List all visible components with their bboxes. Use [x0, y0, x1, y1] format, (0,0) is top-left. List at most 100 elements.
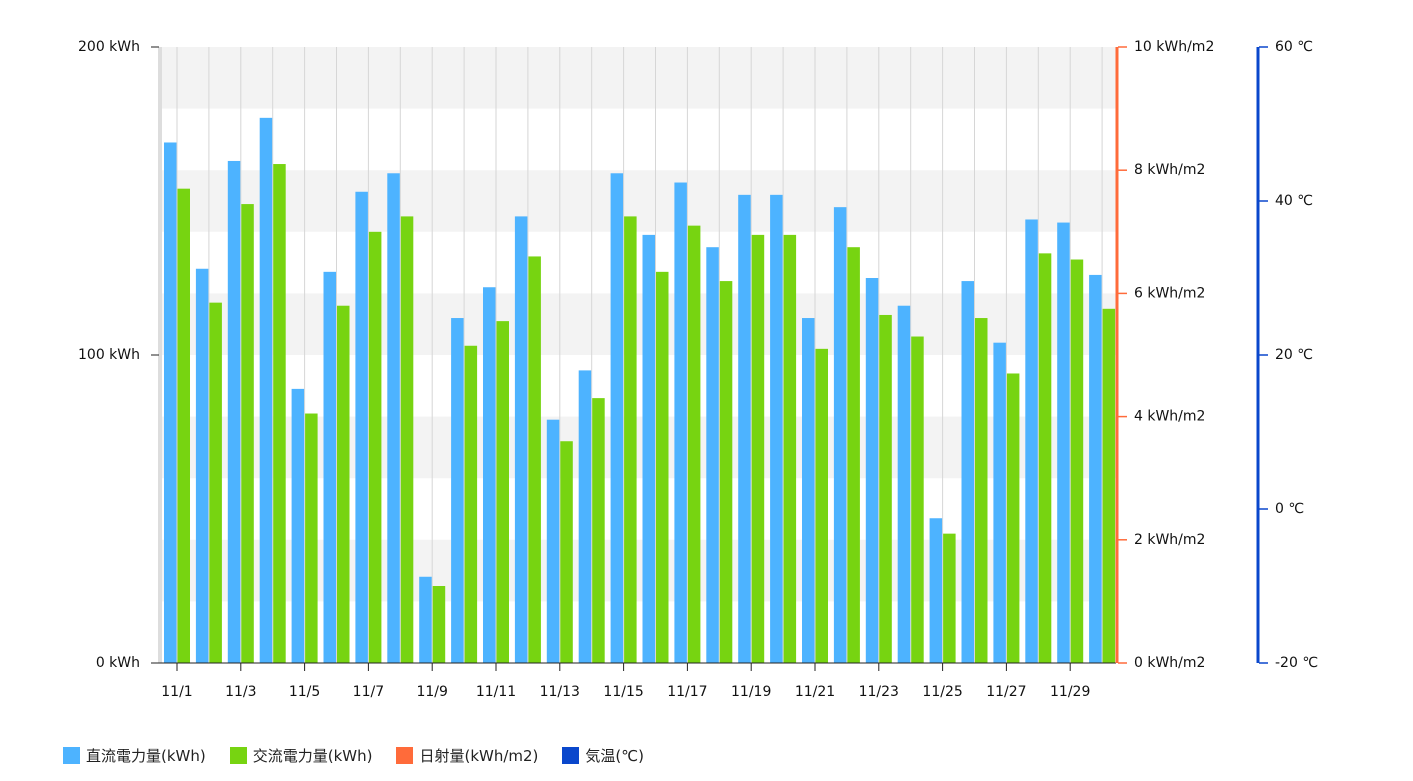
dc-bar: [227, 160, 241, 663]
dc-bar: [323, 271, 336, 663]
ac-bar: [1102, 308, 1116, 663]
background-band: [161, 47, 1116, 109]
legend-swatch-temperature: [562, 747, 580, 764]
irradiance-axis-label: 2 kWh/m2: [1134, 532, 1205, 548]
dc-bar: [738, 194, 751, 663]
legend-label-temperature: 気温(℃): [585, 747, 644, 765]
legend-label-irradiance: 日射量(kWh/m2): [419, 747, 539, 765]
x-axis-label: 11/1: [161, 684, 192, 700]
legend-item-irradiance[interactable]: 日射量(kWh/m2): [396, 745, 538, 766]
x-axis-label: 11/27: [986, 684, 1026, 700]
legend: 直流電力量(kWh) 交流電力量(kWh) 日射量(kWh/m2) 気温(℃): [63, 745, 668, 766]
ac-bar: [1006, 373, 1020, 663]
x-axis-label: 11/29: [1050, 684, 1090, 700]
x-axis-label: 11/15: [603, 684, 643, 700]
dc-bar: [451, 318, 464, 663]
dc-bar: [546, 419, 560, 663]
irradiance-axis-label: 4 kWh/m2: [1134, 409, 1205, 425]
ac-bar: [911, 336, 924, 663]
temperature-axis-label: 20 ℃: [1275, 347, 1313, 363]
dc-bar: [291, 388, 305, 663]
legend-swatch-dc: [63, 747, 80, 764]
ac-bar: [943, 533, 956, 663]
ac-bar: [687, 225, 701, 663]
irradiance-axis-label: 8 kWh/m2: [1134, 162, 1205, 178]
temperature-axis-label: 40 ℃: [1275, 193, 1313, 209]
dc-bar: [642, 234, 655, 663]
dc-bar: [961, 281, 974, 663]
dc-bar: [1057, 222, 1070, 663]
dc-bar: [929, 518, 943, 663]
x-axis-label: 11/25: [922, 684, 962, 700]
ac-bar: [975, 318, 988, 663]
ac-bar: [337, 305, 350, 663]
x-axis-label: 11/19: [731, 684, 771, 700]
ac-bar: [400, 216, 414, 663]
ac-bar: [847, 247, 860, 663]
x-axis-label: 11/23: [859, 684, 899, 700]
dc-bar: [1089, 274, 1102, 663]
ac-bar: [624, 216, 637, 663]
x-axis-label: 11/9: [416, 684, 447, 700]
axes-group: 0 kWh 100 kWh 200 kWh 0 kWh/m2 2 kWh/m2 4 kWh…: [78, 39, 1318, 671]
irradiance-axis-label: 6 kWh/m2: [1134, 285, 1205, 301]
background-band: [161, 293, 1116, 355]
left-axis-label: 0 kWh: [96, 655, 140, 671]
legend-label-ac: 交流電力量(kWh): [252, 747, 373, 765]
background-bands: [161, 47, 1116, 602]
dc-bar: [865, 278, 879, 663]
ac-bar: [273, 164, 286, 664]
ac-bar: [592, 398, 605, 663]
ac-bar: [560, 441, 573, 663]
legend-swatch-irradiance: [396, 747, 414, 764]
legend-item-ac[interactable]: 交流電力量(kWh): [229, 745, 373, 766]
dc-bar: [770, 194, 783, 663]
x-axis-label: 11/17: [667, 684, 707, 700]
ac-bar: [496, 321, 509, 663]
ac-bar: [209, 302, 222, 663]
ac-bar: [1070, 259, 1084, 663]
legend-swatch-ac: [229, 747, 247, 764]
background-band: [161, 539, 1116, 602]
x-axis-label: 11/21: [795, 684, 835, 700]
x-axis-label: 11/13: [540, 684, 580, 700]
dc-bar: [355, 191, 368, 663]
temperature-axis-label: 0 ℃: [1275, 501, 1304, 517]
background-band: [161, 416, 1116, 479]
x-axis-label: 11/5: [289, 684, 320, 700]
ac-bar: [1038, 253, 1052, 664]
ac-bar: [305, 413, 318, 663]
dc-bar: [578, 370, 592, 663]
ac-bar: [783, 234, 797, 663]
dc-bar: [610, 173, 624, 663]
ac-bar: [241, 204, 254, 663]
dc-bar: [259, 117, 273, 664]
x-axis-label: 11/11: [476, 684, 516, 700]
x-tick-labels: 11/1 11/3 11/5 11/7 11/9 11/11 11/13 11/15 11/17…: [161, 663, 1090, 700]
legend-item-temperature[interactable]: 気温(℃): [562, 745, 644, 766]
dc-bar: [833, 207, 847, 663]
ac-bar: [656, 271, 669, 663]
dc-bar: [1025, 219, 1038, 664]
temperature-axis-label: -20 ℃: [1275, 655, 1318, 671]
ac-bar: [368, 231, 382, 664]
ac-bar: [815, 348, 828, 663]
ac-bar: [719, 281, 733, 663]
x-axis-label: 11/3: [225, 684, 256, 700]
dc-bar: [419, 576, 432, 663]
dc-bar: [802, 318, 815, 663]
left-axis-label: 200 kWh: [78, 39, 140, 55]
vertical-gridlines: [176, 47, 1103, 663]
dc-bar: [195, 268, 209, 663]
dc-bar: [897, 305, 911, 663]
legend-item-dc[interactable]: 直流電力量(kWh): [63, 745, 206, 766]
ac-bar: [464, 345, 478, 663]
dc-bar: [483, 287, 496, 663]
legend-label-dc: 直流電力量(kWh): [86, 747, 206, 765]
dc-bar: [387, 173, 400, 663]
temperature-axis-label: 60 ℃: [1275, 39, 1313, 55]
x-axis-label: 11/7: [353, 684, 384, 700]
ac-bar: [177, 188, 190, 663]
background-band: [161, 170, 1116, 232]
